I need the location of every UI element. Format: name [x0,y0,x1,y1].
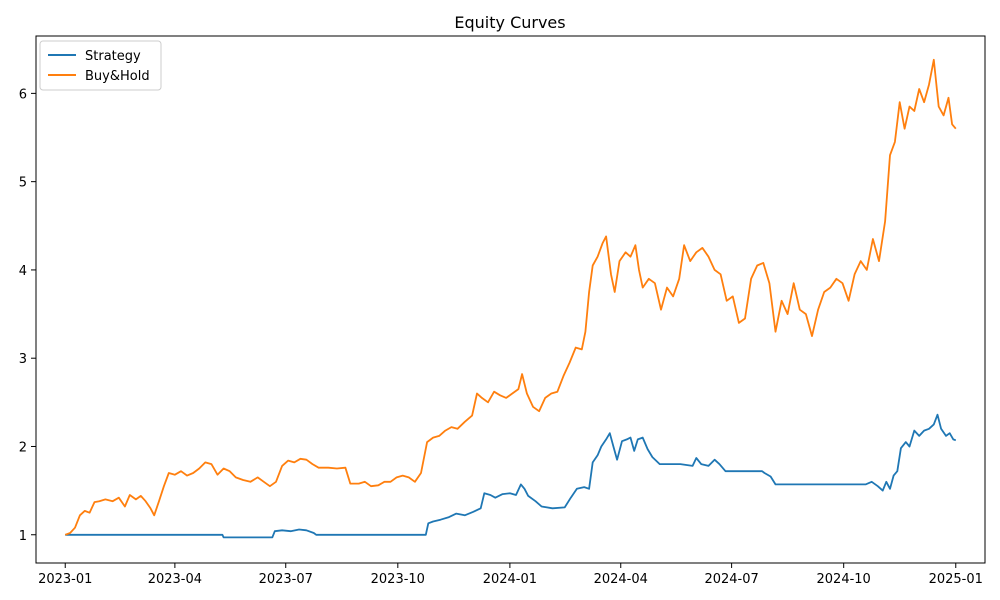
x-tick-label: 2025-01 [929,572,983,587]
y-tick-label: 4 [19,264,27,279]
legend-box [39,40,162,91]
x-tick-label: 2023-10 [371,572,425,587]
x-tick-label: 2023-04 [148,572,202,587]
y-tick-label: 5 [19,176,27,191]
legend: Strategy Buy&Hold [39,40,162,91]
x-axis: 2023-01 2023-04 2023-07 2023-10 2024-01 2024-… [38,563,983,587]
y-tick-label: 2 [19,440,27,455]
y-tick-label: 1 [19,529,27,544]
y-tick-label: 6 [19,87,27,102]
series-line-buy-hold [64,58,957,536]
legend-label-strategy: Strategy [85,49,141,64]
x-tick-label: 2023-01 [38,572,92,587]
x-tick-label: 2024-04 [594,572,648,587]
x-tick-label: 2024-07 [704,572,758,587]
series-line-strategy [65,413,957,539]
chart-title: Equity Curves [454,13,565,32]
series-layer [64,58,957,539]
legend-label-buy-hold: Buy&Hold [85,69,150,84]
y-axis: 1 2 3 4 5 6 [19,87,36,544]
x-tick-label: 2024-01 [483,572,537,587]
x-tick-label: 2023-07 [259,572,313,587]
x-tick-label: 2024-10 [817,572,871,587]
plot-frame [35,35,986,564]
y-tick-label: 3 [19,352,27,367]
